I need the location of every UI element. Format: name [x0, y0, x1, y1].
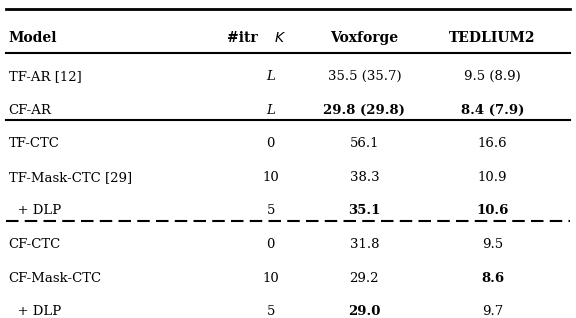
Text: 38.3: 38.3 — [350, 171, 379, 184]
Text: 8.6: 8.6 — [481, 272, 504, 285]
Text: 9.5 (8.9): 9.5 (8.9) — [464, 70, 521, 83]
Text: Voxforge: Voxforge — [330, 31, 399, 45]
Text: 10: 10 — [262, 171, 279, 184]
Text: 29.0: 29.0 — [348, 305, 381, 318]
Text: CF-Mask-CTC: CF-Mask-CTC — [9, 272, 102, 285]
Text: + DLP: + DLP — [9, 204, 61, 218]
Text: 9.7: 9.7 — [482, 305, 503, 318]
Text: Model: Model — [9, 31, 57, 45]
Text: L: L — [266, 70, 275, 83]
Text: TF-AR [12]: TF-AR [12] — [9, 70, 81, 83]
Text: $K$: $K$ — [274, 31, 286, 45]
Text: 16.6: 16.6 — [478, 137, 507, 150]
Text: TF-CTC: TF-CTC — [9, 137, 59, 150]
Text: 35.1: 35.1 — [348, 204, 381, 218]
Text: 10: 10 — [262, 272, 279, 285]
Text: L: L — [266, 104, 275, 117]
Text: #itr: #itr — [226, 31, 262, 45]
Text: 0: 0 — [267, 238, 275, 251]
Text: + DLP: + DLP — [9, 305, 61, 318]
Text: CF-AR: CF-AR — [9, 104, 51, 117]
Text: 5: 5 — [267, 204, 275, 218]
Text: 56.1: 56.1 — [350, 137, 379, 150]
Text: TEDLIUM2: TEDLIUM2 — [449, 31, 536, 45]
Text: 31.8: 31.8 — [350, 238, 379, 251]
Text: 10.6: 10.6 — [476, 204, 509, 218]
Text: TF-Mask-CTC [29]: TF-Mask-CTC [29] — [9, 171, 132, 184]
Text: 29.8 (29.8): 29.8 (29.8) — [323, 104, 406, 117]
Text: 35.5 (35.7): 35.5 (35.7) — [328, 70, 401, 83]
Text: 10.9: 10.9 — [478, 171, 507, 184]
Text: 5: 5 — [267, 305, 275, 318]
Text: 9.5: 9.5 — [482, 238, 503, 251]
Text: 29.2: 29.2 — [350, 272, 379, 285]
Text: 0: 0 — [267, 137, 275, 150]
Text: 8.4 (7.9): 8.4 (7.9) — [461, 104, 524, 117]
Text: CF-CTC: CF-CTC — [9, 238, 61, 251]
